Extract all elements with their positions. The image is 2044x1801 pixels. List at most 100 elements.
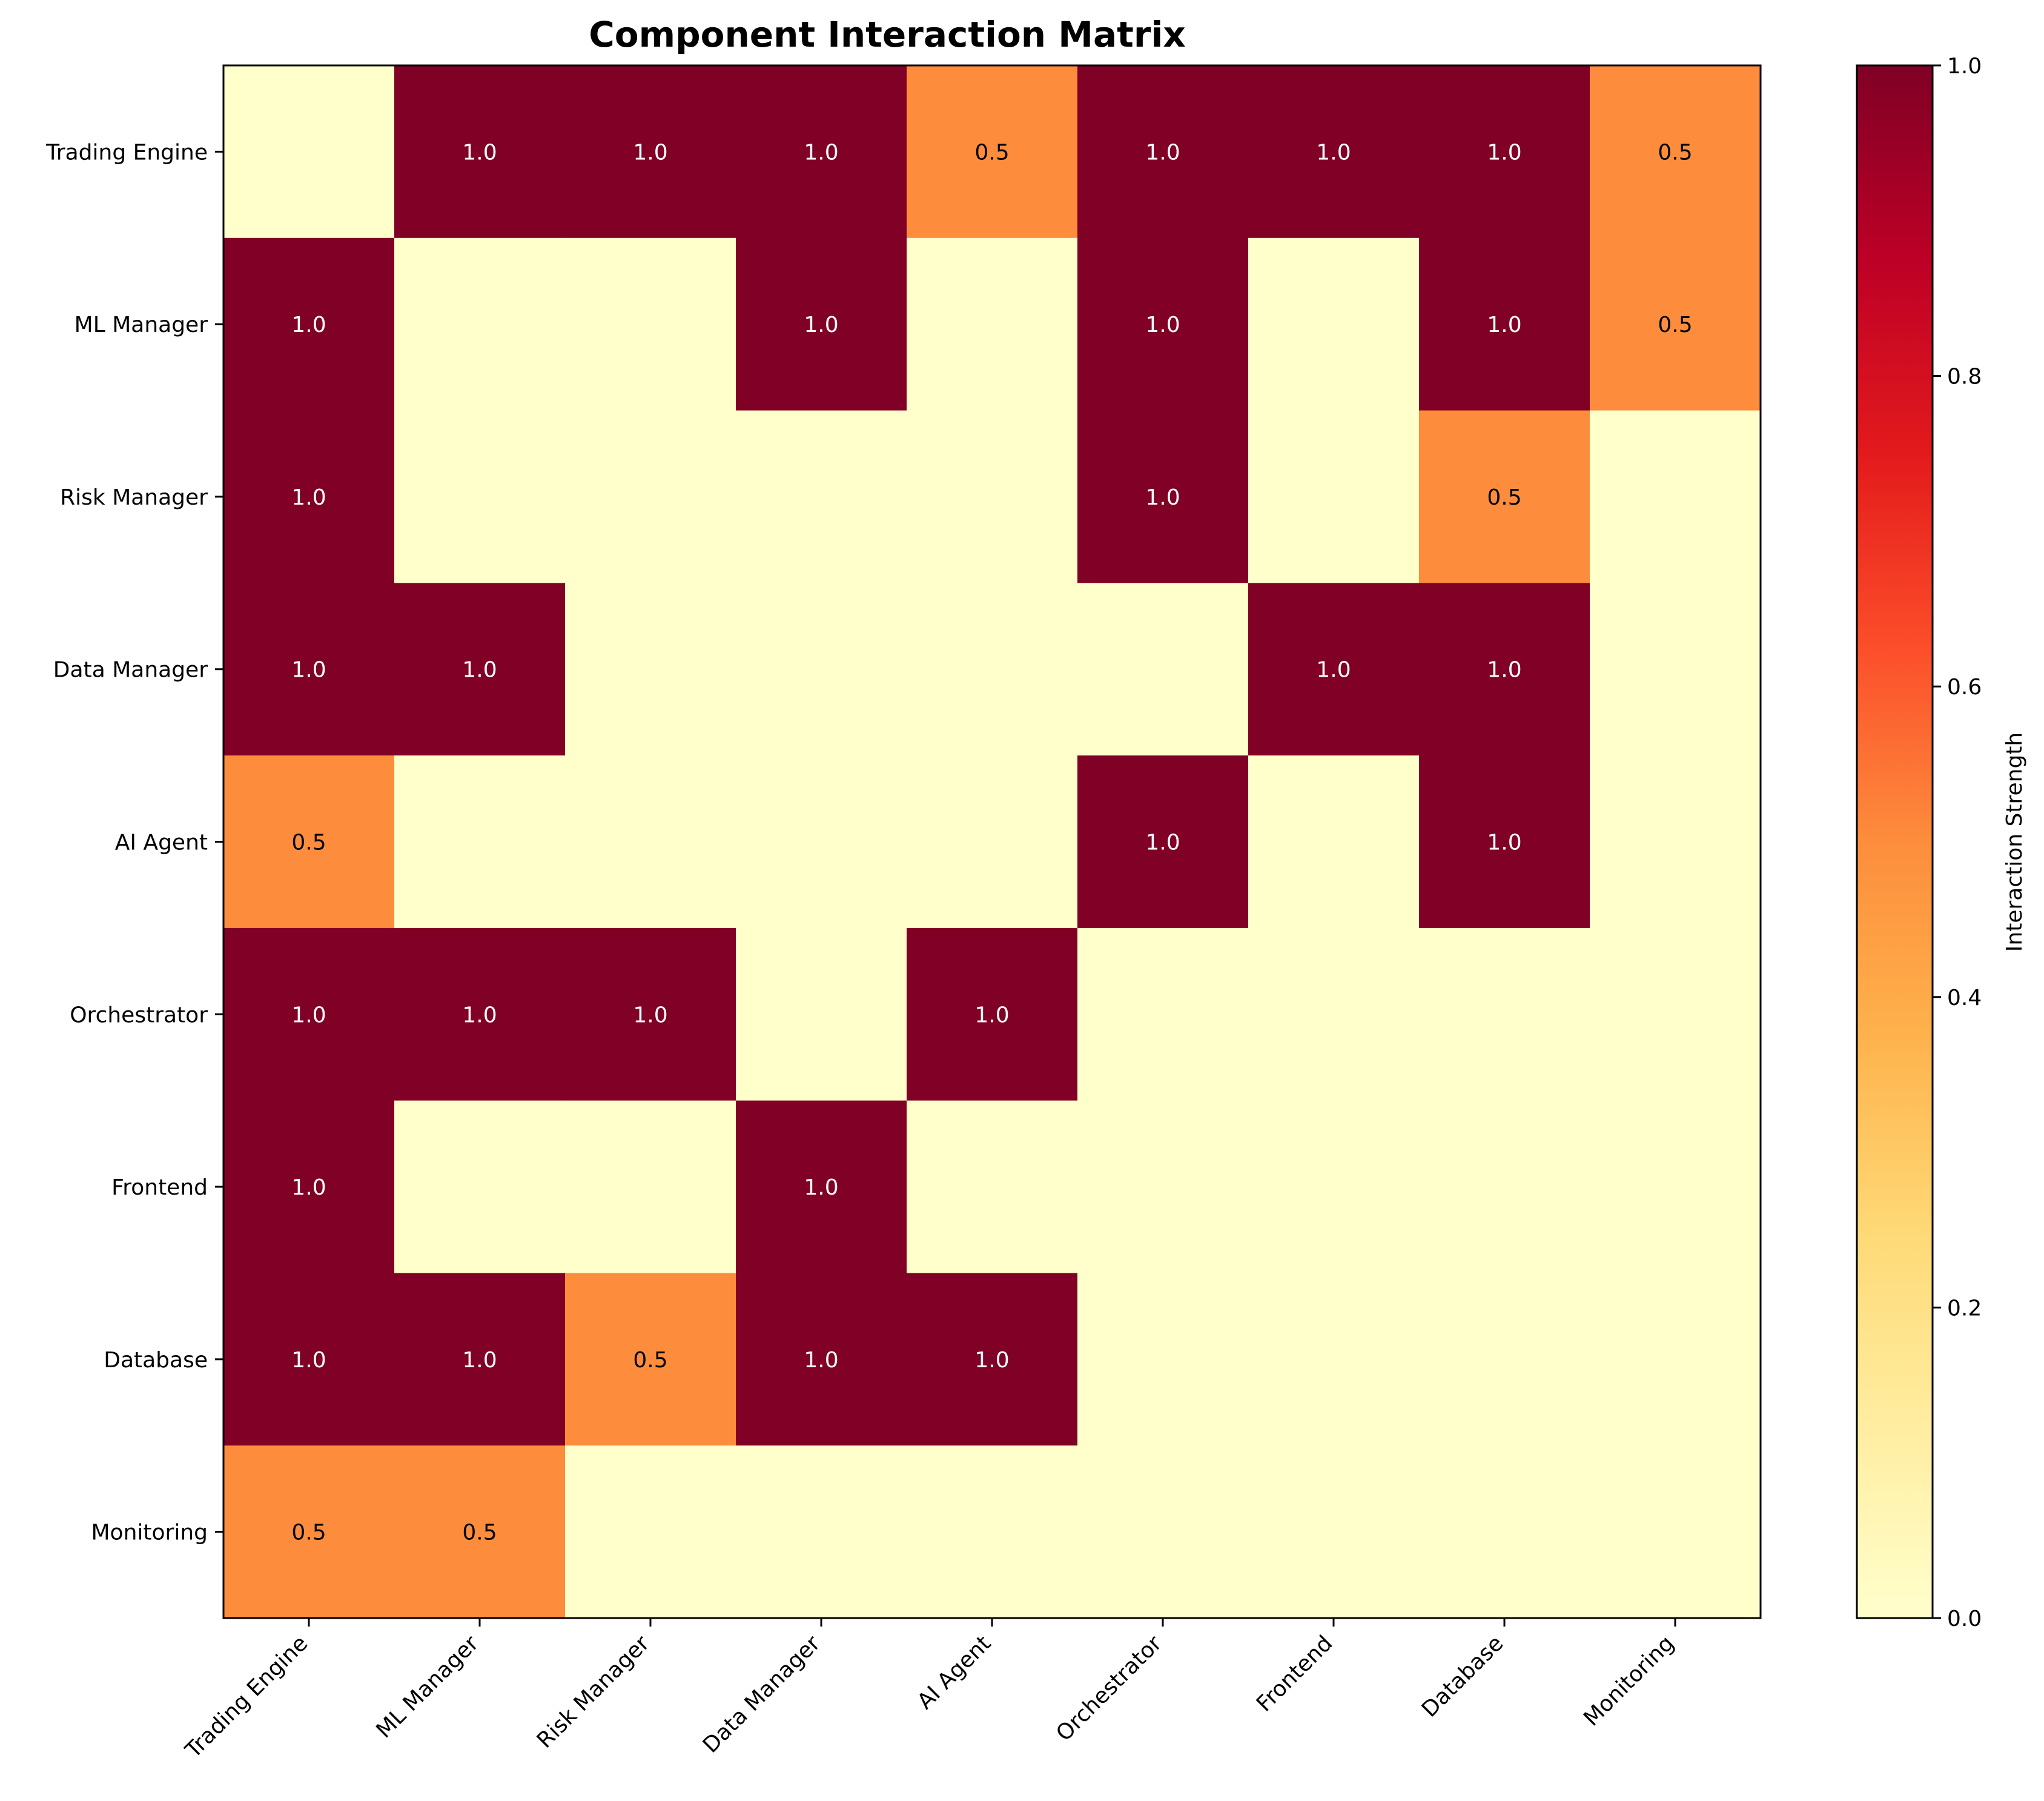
heatmap-cell — [1419, 927, 1590, 1101]
heatmap-cell — [394, 755, 566, 929]
colorbar-tick-label: 0.8 — [1947, 365, 1982, 390]
heatmap-cell — [907, 1445, 1078, 1619]
cell-value-label: 1.0 — [804, 140, 838, 165]
cell-value-label: 1.0 — [1145, 485, 1180, 510]
cell-value-label: 1.0 — [1145, 140, 1180, 165]
heatmap-cell — [907, 927, 1078, 1101]
heatmap-cell — [1248, 1100, 1420, 1274]
heatmap-cell — [565, 583, 736, 756]
heatmap-cell — [394, 1445, 566, 1619]
y-tick-label: Monitoring — [91, 1521, 208, 1545]
cell-value-label: 1.0 — [291, 1348, 326, 1373]
heatmap-cell — [1248, 410, 1420, 583]
heatmap-cell — [1590, 1445, 1761, 1619]
heatmap-cell — [1248, 583, 1420, 756]
cell-value-label: 1.0 — [1145, 313, 1180, 337]
heatmap-cell — [1077, 410, 1249, 583]
cell-value-label: 1.0 — [291, 1175, 326, 1200]
heatmap-cell — [1590, 583, 1761, 756]
y-tick-label: Database — [104, 1348, 208, 1373]
colorbar-label: Interaction Strength — [2002, 732, 2027, 952]
heatmap-cell — [1077, 237, 1249, 411]
cell-value-label: 0.5 — [291, 1521, 326, 1545]
heatmap-cell — [394, 65, 566, 239]
y-tick-label: Risk Manager — [60, 485, 208, 510]
y-tick-label: Frontend — [111, 1175, 208, 1200]
heatmap-cell — [1248, 1445, 1420, 1619]
heatmap-cell — [1590, 65, 1761, 239]
heatmap-cell — [736, 65, 907, 239]
colorbar-tick-label: 0.4 — [1947, 986, 1982, 1010]
y-tick-label: Orchestrator — [70, 1003, 208, 1027]
colorbar-tick-label: 0.0 — [1947, 1607, 1982, 1631]
heatmap-cell — [394, 237, 566, 411]
heatmap-cell — [223, 583, 395, 756]
heatmap-cell — [1077, 583, 1249, 756]
y-axis: Trading Engine ML Manager Risk Manager Data… — [45, 140, 223, 1545]
heatmap-cell — [1077, 927, 1249, 1101]
heatmap-cell — [907, 237, 1078, 411]
cell-value-label: 0.5 — [633, 1348, 667, 1373]
cell-value-label: 1.0 — [291, 313, 326, 337]
cell-value-label: 0.5 — [462, 1521, 497, 1545]
heatmap-cell — [1077, 755, 1249, 929]
colorbar-gradient — [1856, 64, 1934, 1619]
heatmap-cell — [1248, 1273, 1420, 1446]
heatmap-cell — [1077, 65, 1249, 239]
heatmap-cells — [223, 65, 1761, 1619]
cell-value-label: 0.5 — [974, 140, 1009, 165]
cell-value-label: 1.0 — [974, 1348, 1009, 1373]
cell-value-label: 1.0 — [804, 313, 838, 337]
cell-value-label: 1.0 — [804, 1175, 838, 1200]
heatmap-cell — [907, 1100, 1078, 1274]
x-tick-label: Frontend — [1252, 1631, 1337, 1716]
cell-value-label: 1.0 — [1316, 140, 1351, 165]
x-tick-label: Orchestrator — [1051, 1631, 1166, 1746]
heatmap-cell — [736, 237, 907, 411]
heatmap-cell — [223, 65, 395, 239]
x-tick-label: ML Manager — [372, 1631, 484, 1743]
heatmap-cell — [1419, 237, 1590, 411]
heatmap-cell — [736, 1100, 907, 1274]
y-tick-label: AI Agent — [115, 831, 208, 855]
heatmap-cell — [907, 583, 1078, 756]
cell-value-label: 1.0 — [1145, 831, 1180, 855]
heatmap-cell — [1419, 410, 1590, 583]
heatmap-cell — [223, 927, 395, 1101]
heatmap-cell — [1077, 1445, 1249, 1619]
heatmap-cell — [1419, 65, 1590, 239]
heatmap-cell — [1590, 755, 1761, 929]
y-tick-label: ML Manager — [74, 313, 208, 337]
heatmap-cell — [565, 237, 736, 411]
cell-value-label: 1.0 — [1487, 313, 1521, 337]
heatmap-cell — [907, 410, 1078, 583]
cell-value-label: 1.0 — [462, 140, 497, 165]
heatmap-cell — [1248, 237, 1420, 411]
heatmap-cell — [223, 1445, 395, 1619]
colorbar-tick-label: 0.2 — [1947, 1296, 1982, 1321]
heatmap-cell — [394, 1100, 566, 1274]
cell-value-label: 0.5 — [1658, 140, 1692, 165]
heatmap-cell — [1590, 927, 1761, 1101]
heatmap-cell — [1419, 1273, 1590, 1446]
cell-value-label: 1.0 — [633, 140, 667, 165]
cell-value-label: 1.0 — [462, 1348, 497, 1373]
cell-value-label: 1.0 — [1487, 658, 1521, 683]
heatmap-cell — [394, 1273, 566, 1446]
heatmap-cell — [736, 927, 907, 1101]
cell-value-label: 1.0 — [974, 1003, 1009, 1027]
cell-value-label: 1.0 — [291, 485, 326, 510]
heatmap-cell — [1077, 1273, 1249, 1446]
cell-value-label: 1.0 — [1487, 140, 1521, 165]
heatmap-cell — [223, 1100, 395, 1274]
heatmap-cell — [736, 583, 907, 756]
heatmap-cell — [223, 237, 395, 411]
colorbar-tick-label: 1.0 — [1947, 54, 1982, 79]
cell-value-label: 1.0 — [462, 658, 497, 683]
x-tick-label: Risk Manager — [532, 1631, 655, 1753]
heatmap-cell — [736, 1273, 907, 1446]
heatmap-cell — [565, 1273, 736, 1446]
heatmap-cell — [736, 410, 907, 583]
heatmap-cell — [565, 755, 736, 929]
cell-value-label: 0.5 — [1487, 485, 1521, 510]
